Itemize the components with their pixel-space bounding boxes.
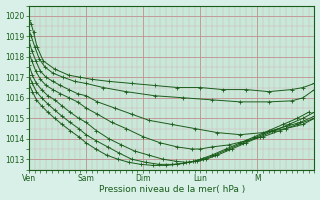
X-axis label: Pression niveau de la mer( hPa ): Pression niveau de la mer( hPa ) (99, 185, 245, 194)
